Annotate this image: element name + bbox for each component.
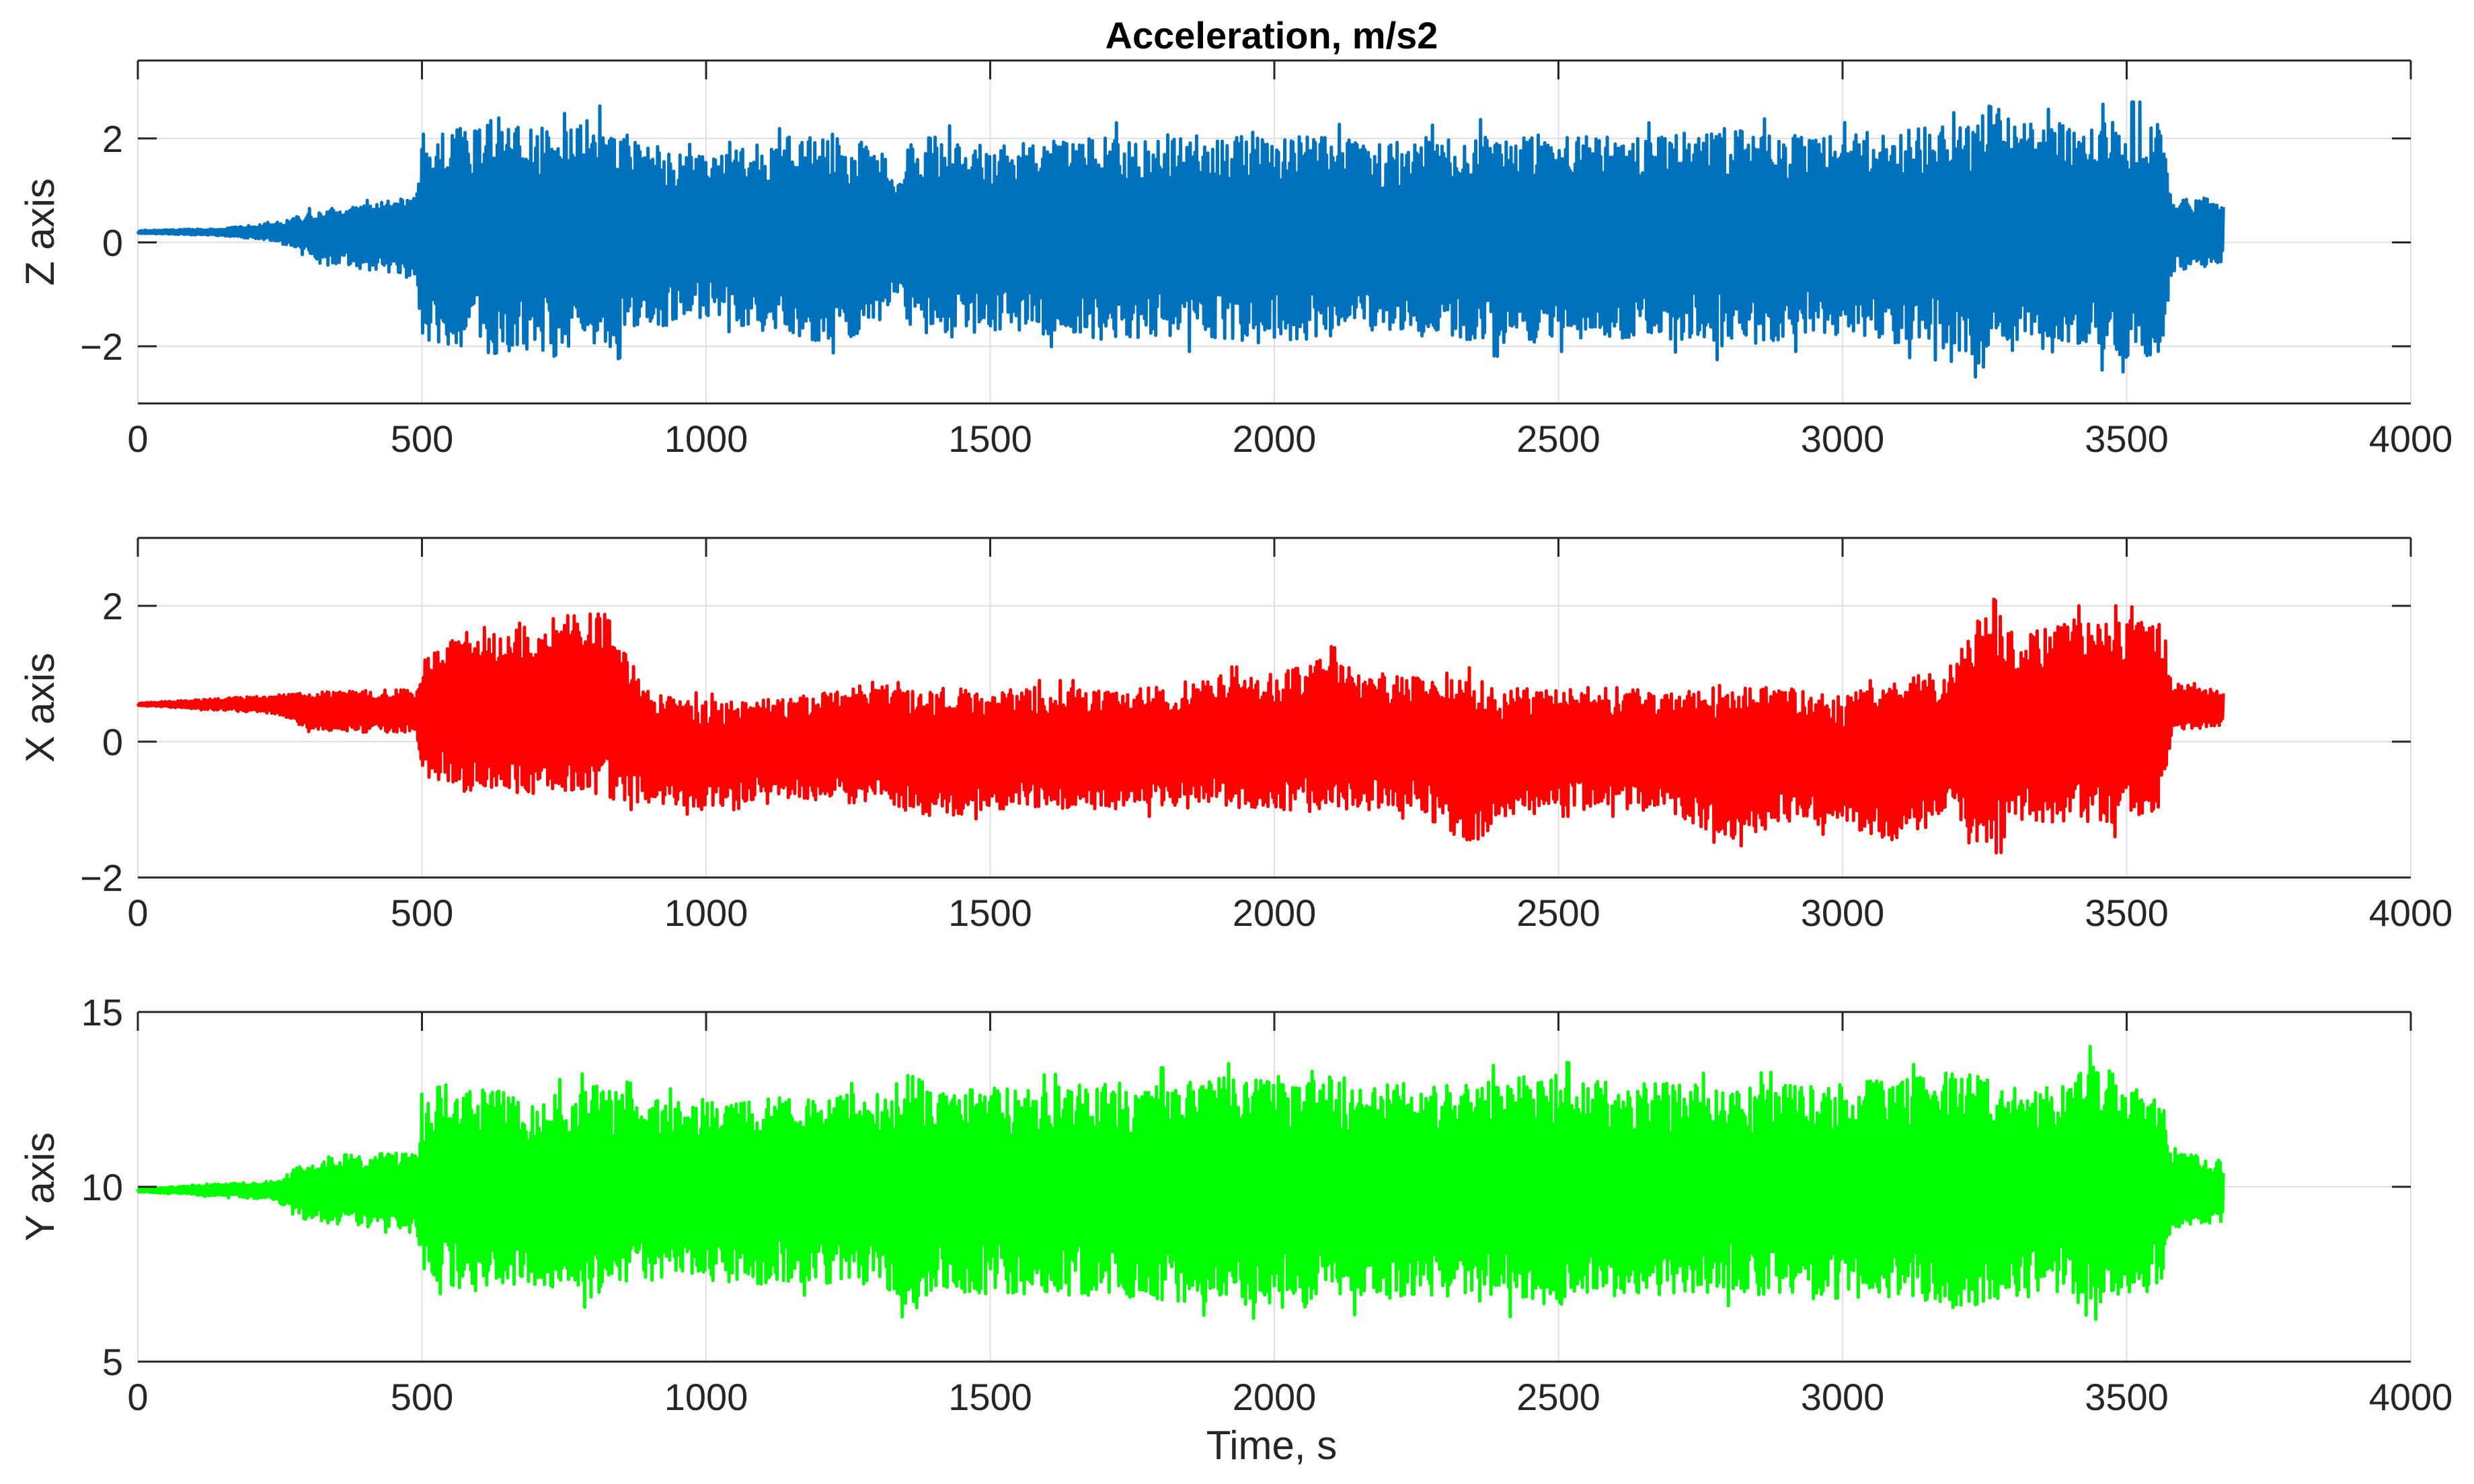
y-tick-label: 10 (81, 1166, 123, 1208)
y-tick-label: 5 (102, 1341, 123, 1383)
x-tick-label: 0 (127, 418, 148, 460)
x-tick-label: 1500 (948, 1376, 1032, 1418)
x-tick-label: 4000 (2369, 418, 2453, 460)
y-tick-label: 0 (102, 221, 123, 264)
x-tick-label: 3500 (2085, 1376, 2169, 1418)
y-tick-label: 0 (102, 721, 123, 763)
x-tick-label: 2000 (1233, 418, 1317, 460)
signal-line-z-axis (136, 100, 2225, 379)
x-tick-label: 4000 (2369, 892, 2453, 934)
x-tick-label: 3000 (1801, 892, 1885, 934)
x-tick-label: 0 (127, 892, 148, 934)
x-tick-label: 4000 (2369, 1376, 2453, 1418)
x-tick-label: 1500 (948, 892, 1032, 934)
x-tick-label: 500 (391, 892, 453, 934)
x-tick-label: 1000 (664, 892, 748, 934)
x-tick-label: 3500 (2085, 892, 2169, 934)
x-tick-label: 2500 (1516, 892, 1600, 934)
x-tick-label: 1000 (664, 418, 748, 460)
x-tick-label: 500 (391, 418, 453, 460)
x-tick-label: 2000 (1233, 1376, 1317, 1418)
y-tick-label: −2 (80, 857, 123, 899)
x-tick-label: 0 (127, 1376, 148, 1418)
y-axis-label-z-axis: Z axis (17, 178, 63, 286)
x-tick-label: 3000 (1801, 1376, 1885, 1418)
x-tick-label: 2500 (1516, 1376, 1600, 1418)
x-tick-label: 2500 (1516, 418, 1600, 460)
x-tick-label: 2000 (1233, 892, 1317, 934)
x-axis-label: Time, s (1206, 1423, 1337, 1468)
y-axis-label-y-axis: Y axis (17, 1132, 63, 1241)
figure-title: Acceleration, m/s2 (1106, 14, 1438, 56)
y-tick-label: 15 (81, 991, 123, 1033)
x-tick-label: 500 (391, 1376, 453, 1418)
subplot-y-axis: 0 500 1000 1500 2000 2500 3000 3500 4000 5 10 15 Y a… (17, 991, 2452, 1418)
y-tick-label: 2 (102, 118, 123, 160)
signal-line-x-axis (136, 597, 2225, 855)
y-axis-label-x-axis: X axis (17, 653, 63, 763)
x-tick-label: 1000 (664, 1376, 748, 1418)
x-tick-label: 1500 (948, 418, 1032, 460)
x-tick-label: 3000 (1801, 418, 1885, 460)
x-tick-label: 3500 (2085, 418, 2169, 460)
signal-line-y-axis (136, 1044, 2225, 1321)
y-tick-label: −2 (80, 325, 123, 368)
y-tick-label: 2 (102, 585, 123, 627)
subplot-z-axis: 0 500 1000 1500 2000 2500 3000 3500 4000 −2 0 2 Z ax… (17, 59, 2453, 460)
